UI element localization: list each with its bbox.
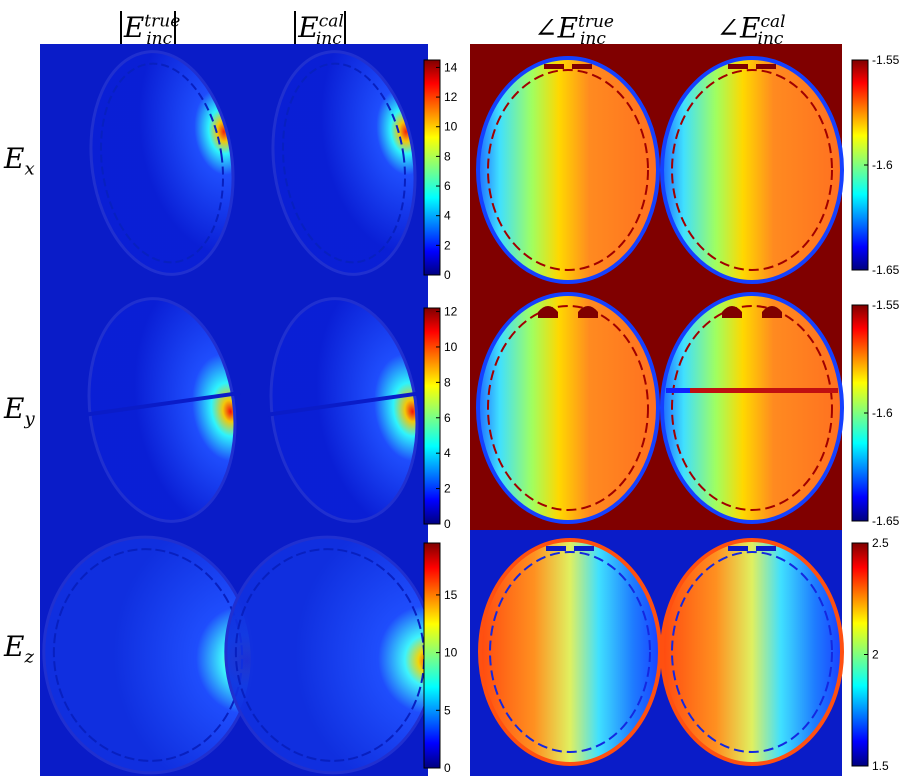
column-header-phase-cal: ∠Ecalinc	[716, 11, 786, 49]
colorbar-ez-magnitude	[423, 542, 441, 769]
colorbar-tick-label: 2	[444, 238, 451, 252]
column-header-magnitude-true: Etrueinc	[88, 2, 208, 59]
colorbar-tick-label: 0	[444, 517, 451, 531]
head-phase-ez-true	[478, 538, 662, 766]
colorbar-tick-label: 2	[872, 648, 879, 662]
head-phase-ey-cal	[660, 292, 844, 524]
colorbar-tick-label: 6	[444, 179, 451, 193]
head-ex-cal	[271, 50, 417, 276]
colorbar-tick-label: 14	[444, 60, 458, 74]
colorbar-tick-label: 8	[444, 375, 451, 389]
column-header-phase-true: ∠Etrueinc	[534, 11, 614, 49]
head-ex-true	[89, 50, 235, 276]
colorbar-tick-label: -1.6	[872, 406, 893, 420]
colorbar-tick-label: -1.6	[872, 158, 893, 172]
colorbar-tick-label: 12	[444, 90, 458, 104]
colorbar-tick-label: 6	[444, 411, 451, 425]
colorbar-tick-label: 4	[444, 209, 451, 223]
head-phase-ex-true	[476, 56, 660, 284]
colorbar-tick-label: 5	[444, 703, 451, 717]
phase-discontinuity-line	[666, 388, 838, 393]
colorbar-tick-label: 0	[444, 268, 451, 282]
colorbar-tick-label: 10	[444, 120, 458, 134]
colorbar-tick-label: -1.55	[872, 53, 900, 67]
head-ez-cal	[224, 535, 436, 775]
colorbar-tick-label: 12	[444, 305, 458, 319]
colorbar-tick-label: 2.5	[872, 536, 889, 550]
colorbar-tick-label: -1.65	[872, 263, 900, 277]
colorbar-ticks: 0 2 4 6 8 10 12 14 0 2 4 6 8 10 12 0 5 10 15 -1.65 -1.6 -1.55…	[436, 53, 900, 775]
head-phase-ez-cal	[660, 538, 844, 766]
row-label-ey: Ey	[4, 392, 35, 430]
column-header-magnitude-cal: Ecalinc	[270, 2, 370, 59]
head-ey-true	[81, 297, 241, 523]
colorbar-tick-label: 8	[444, 149, 451, 163]
head-phase-ey-true	[476, 292, 660, 524]
colorbar-tick-label: 10	[444, 340, 458, 354]
row-label-ex: Ex	[4, 142, 35, 180]
head-phase-ex-cal	[660, 56, 844, 284]
colorbar-tick-label: -1.65	[872, 514, 900, 528]
head-ey-cal	[263, 297, 423, 523]
colorbar-tick-label: 1.5	[872, 759, 889, 773]
colorbar-tick-label: 15	[444, 588, 458, 602]
row-label-ez: Ez	[4, 630, 34, 668]
colorbar-tick-label: 2	[444, 482, 451, 496]
colorbar-ey-magnitude	[423, 307, 441, 525]
colorbar-tick-label: 0	[444, 761, 451, 775]
colorbar-tick-label: 4	[444, 446, 451, 460]
colorbar-tick-label: -1.55	[872, 298, 900, 312]
colorbar-tick-label: 10	[444, 646, 458, 660]
colorbar-ex-magnitude	[423, 59, 441, 276]
